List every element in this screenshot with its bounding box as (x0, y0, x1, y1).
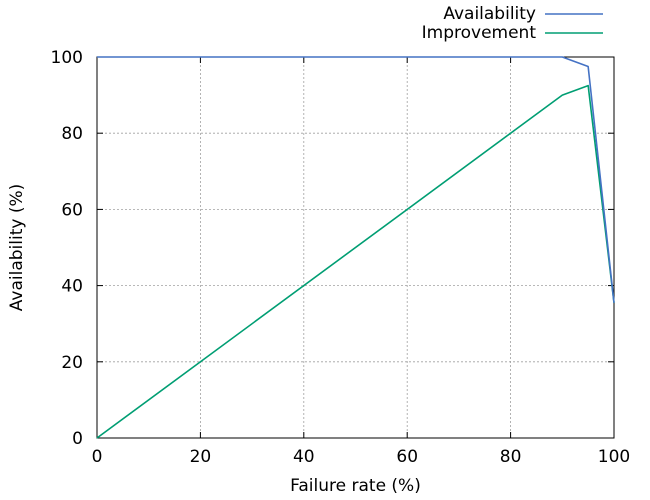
x-tick-label: 80 (500, 447, 522, 467)
y-tick-label: 40 (61, 277, 83, 297)
legend-label: Availability (443, 4, 536, 24)
legend-label: Improvement (422, 23, 537, 43)
y-tick-label: 80 (61, 124, 83, 144)
series-line-improvement (96, 84, 615, 439)
y-axis-title: Availability (%) (7, 184, 27, 311)
x-tick-label: 100 (598, 447, 630, 467)
x-tick-label: 60 (396, 447, 418, 467)
y-tick-label: 20 (61, 353, 83, 373)
series-line-availability (97, 56, 615, 303)
series-lines (96, 56, 615, 439)
axis-ticks: 0 20 40 60 80 100 0 20 40 60 80 100 (51, 48, 631, 467)
x-axis-title: Failure rate (%) (290, 476, 421, 496)
x-tick-label: 40 (293, 447, 315, 467)
y-tick-label: 0 (72, 429, 83, 449)
y-tick-label: 100 (51, 48, 83, 68)
x-tick-label: 20 (190, 447, 212, 467)
y-tick-label: 60 (61, 200, 83, 220)
x-tick-label: 0 (92, 447, 103, 467)
grid (97, 57, 614, 438)
